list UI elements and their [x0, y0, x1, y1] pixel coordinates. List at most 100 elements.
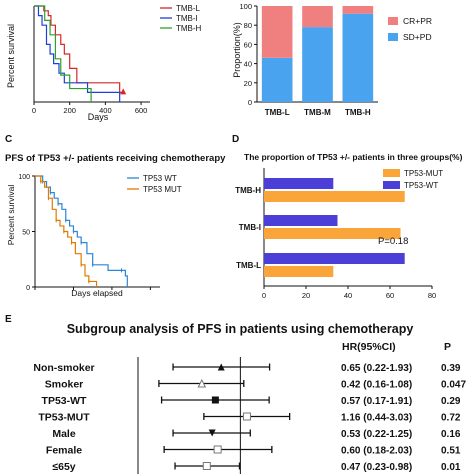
panel-a-legend-label: TMB-L — [176, 4, 201, 13]
panel-b-category-label: TMB-H — [345, 108, 371, 117]
panel-b-y-tick-label: 100 — [239, 2, 252, 11]
panel-a-axes: 0 200 400 600 — [32, 6, 150, 115]
panel-e-hr-text: 0.42 (0.16-1.08) — [341, 380, 412, 391]
panel-d-bar-tp53-mut — [264, 228, 401, 239]
panel-a-series-tmb-l — [34, 5, 124, 93]
panel-b-y-tick-label: 40 — [244, 60, 252, 69]
panel-d-bar-tp53-wt — [264, 253, 405, 264]
panel-d-pvalue: P=0.18 — [378, 236, 408, 247]
panel-c-xlabel: Days elapsed — [71, 288, 123, 298]
panel-c-lines — [35, 175, 128, 287]
panel-c-y-tick-label: 100 — [18, 174, 30, 181]
panel-e-row-label: TP53-WT — [42, 395, 88, 407]
panel-b-bar-sd-pd — [261, 57, 293, 102]
panel-d-bar-tp53-wt — [264, 215, 338, 226]
panel-e-hr-marker — [211, 396, 219, 404]
panel-b-legend-label: CR+PR — [403, 16, 432, 26]
panel-d-letter: D — [232, 134, 239, 145]
panel-b-y-tick-label: 80 — [244, 21, 252, 30]
panel-a-ylabel: Percent survival — [6, 24, 16, 88]
panel-b-ylabel: Proportion(%) — [232, 22, 242, 78]
panel-e-p-text: 0.16 — [441, 429, 461, 440]
panel-b-bar-cr-pr — [302, 6, 333, 28]
panel-b-category-label: TMB-L — [265, 108, 290, 117]
panel-a-lines — [34, 5, 127, 102]
panel-c-series-tp53-mut — [35, 175, 98, 287]
panel-a-series-tmb-i — [34, 5, 121, 102]
panel-b-bar-sd-pd — [302, 27, 333, 102]
panel-d-category-label: TMB-I — [239, 223, 261, 232]
panel-a-legend-label: TMB-H — [176, 24, 202, 33]
panel-e-row-label: Smoker — [45, 379, 84, 391]
panel-e-hr-marker — [217, 363, 225, 371]
panel-e-p-text: 0.51 — [441, 446, 461, 457]
panel-b-legend-swatch — [388, 17, 398, 25]
panel-a-legend-label: TMB-I — [176, 14, 198, 23]
panel-b-y-tick-label: 60 — [244, 40, 252, 49]
panel-b-y-tick-label: 0 — [248, 98, 252, 107]
panel-e-hr-text: 0.53 (0.22-1.25) — [341, 429, 412, 440]
panel-a-censor-marker — [120, 88, 127, 95]
panel-e-row-label: Non-smoker — [33, 362, 94, 374]
panel-c-y-tick-label: 0 — [26, 285, 30, 292]
panel-c-title: PFS of TP53 +/- patients receiving chemo… — [5, 153, 226, 164]
panel-a-x-tick-label: 0 — [32, 106, 36, 115]
panel-a-x-tick-label: 400 — [99, 106, 112, 115]
panel-e-p-header: P — [444, 341, 451, 353]
panel-e-hr-marker — [197, 378, 207, 388]
panel-e-row-label: Male — [52, 428, 76, 440]
panel-d-x-tick-label: 60 — [386, 291, 394, 300]
panel-c-km-plot: C PFS of TP53 +/- patients receiving che… — [5, 134, 226, 298]
panel-b-legend-label: SD+PD — [403, 32, 432, 42]
panel-e-rows: Non-smoker 0.65 (0.22-1.93) 0.39 Smoker 0.42… — [33, 357, 466, 474]
panel-a-xlabel: Days — [88, 112, 109, 122]
panel-b-bar-cr-pr — [342, 6, 374, 14]
panel-d-legend-swatch — [383, 181, 400, 189]
panel-d-hbar: D The proportion of TP53 +/- patients in… — [232, 134, 463, 300]
panel-a-x-tick-label: 200 — [63, 106, 76, 115]
panel-e-row-label: Female — [46, 445, 82, 457]
panel-a-x-tick-label: 600 — [135, 106, 148, 115]
panel-e-hr-marker — [202, 462, 211, 470]
panel-e-hr-text: 0.65 (0.22-1.93) — [341, 363, 412, 374]
panel-d-bars: TMB-H TMB-I TMB-L — [235, 178, 405, 277]
panel-d-category-label: TMB-L — [236, 261, 261, 270]
panel-d-title: The proportion of TP53 +/- patients in t… — [244, 152, 463, 162]
panel-d-x-tick-label: 80 — [428, 291, 436, 300]
panel-e-p-text: 0.01 — [441, 462, 461, 473]
panel-c-letter: C — [5, 134, 12, 145]
panel-c-legend: TP53 WT TP53 MUT — [127, 174, 182, 194]
panel-d-legend: TP53-MUT TP53-WT — [383, 169, 443, 190]
panel-d-category-label: TMB-H — [235, 186, 261, 195]
panel-e-row-label: ≤65y — [52, 461, 75, 473]
panel-e-hr-marker — [242, 412, 251, 421]
panel-d-x-tick-label: 0 — [262, 291, 266, 300]
panel-b-bar-sd-pd — [342, 13, 374, 102]
panel-a-series-tmb-h — [34, 5, 92, 102]
panel-d-x-tick-label: 20 — [302, 291, 310, 300]
panel-e-p-text: 0.047 — [441, 380, 466, 391]
panel-d-x-tick-label: 40 — [344, 291, 352, 300]
panel-d-bar-tp53-wt — [264, 178, 334, 189]
panel-b-y-tick-label: 20 — [244, 79, 252, 88]
panel-d-legend-label: TP53-WT — [404, 181, 438, 190]
panel-c-y-tick-label: 50 — [22, 230, 30, 237]
panel-e-hr-text: 1.16 (0.44-3.03) — [341, 413, 412, 424]
panel-d-legend-swatch — [383, 169, 400, 177]
panel-e-hr-marker — [208, 429, 216, 437]
panel-c-legend-label: TP53 MUT — [143, 185, 182, 194]
panel-e-p-text: 0.29 — [441, 396, 461, 407]
panel-c-ylabel: Percent survival — [6, 185, 16, 246]
panel-c-series-tp53-wt — [35, 175, 128, 287]
panel-b-bar-cr-pr — [261, 6, 293, 58]
panel-e-p-text: 0.39 — [441, 363, 461, 374]
panel-d-bar-tp53-mut — [264, 266, 334, 277]
panel-e-hr-text: 0.60 (0.18-2.03) — [341, 446, 412, 457]
panel-e-p-text: 0.72 — [441, 413, 461, 424]
panel-b-legend-swatch — [388, 33, 398, 41]
panel-d-bar-tp53-mut — [264, 191, 405, 202]
panel-e-hr-text: 0.57 (0.17-1.91) — [341, 396, 412, 407]
